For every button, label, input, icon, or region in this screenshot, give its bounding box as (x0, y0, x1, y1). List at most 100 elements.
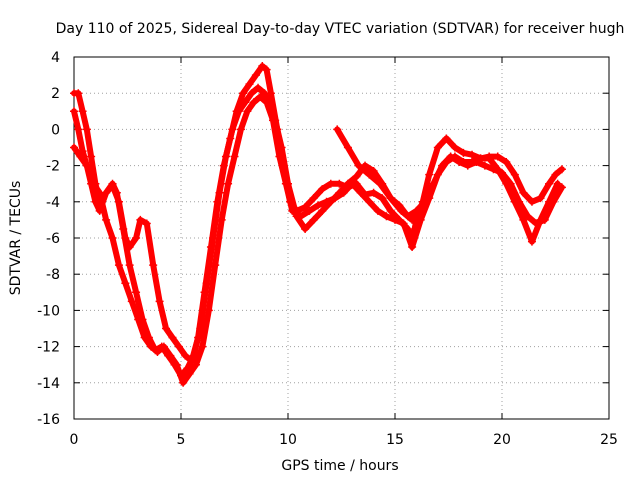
data-point (241, 98, 250, 107)
grid-lines (74, 57, 609, 419)
data-point (309, 215, 318, 224)
chart-title: Day 110 of 2025, Sidereal Day-to-day VTE… (56, 21, 625, 37)
x-tick-label: 10 (279, 432, 297, 448)
data-point (168, 333, 177, 342)
data-point (476, 154, 485, 163)
y-tick-label: 2 (51, 86, 60, 102)
data-point (159, 342, 168, 351)
data-point (322, 197, 331, 206)
y-tick-label: -4 (46, 195, 60, 211)
data-point (318, 185, 327, 194)
data-point (557, 165, 566, 174)
data-point (502, 157, 511, 166)
data-point (318, 206, 327, 215)
data-point (236, 125, 245, 134)
y-tick-label: -16 (37, 412, 60, 428)
data-point (502, 179, 511, 188)
data-point (181, 351, 190, 360)
data-point (335, 179, 344, 188)
data-point (365, 197, 374, 206)
data-point (288, 206, 297, 215)
x-tick-label: 20 (493, 432, 511, 448)
data-point (296, 212, 305, 221)
data-point (147, 342, 156, 351)
data-point (459, 157, 468, 166)
data-point (82, 161, 91, 170)
x-tick-label: 0 (70, 432, 79, 448)
data-point (209, 234, 218, 242)
data-point (399, 219, 408, 228)
y-axis-label: SDTVAR / TECUs (8, 181, 24, 296)
data-point (348, 179, 357, 188)
data-point (89, 179, 98, 188)
data-point (95, 188, 104, 197)
data-point (301, 203, 310, 212)
x-axis-label: GPS time / hours (281, 458, 398, 474)
data-point (408, 243, 417, 252)
data-point (224, 179, 233, 188)
data-point (74, 89, 83, 98)
data-point (185, 369, 194, 378)
data-point (519, 215, 528, 224)
data-point (343, 143, 352, 152)
data-point (365, 170, 374, 179)
data-point (480, 161, 489, 170)
data-point (397, 206, 406, 215)
data-point (245, 80, 254, 89)
data-point (354, 161, 363, 170)
data-point (333, 125, 342, 134)
data-point (149, 261, 158, 270)
x-tick-label: 15 (386, 432, 404, 448)
data-series (70, 62, 566, 387)
data-point (442, 134, 451, 143)
data-point (247, 89, 256, 98)
data-point (459, 148, 468, 157)
y-tick-label: 0 (51, 122, 60, 138)
data-point (305, 206, 314, 215)
y-tick-label: -12 (37, 340, 60, 356)
data-point (450, 143, 459, 152)
y-tick-label: 4 (51, 50, 60, 66)
data-point (239, 89, 248, 98)
data-point (76, 152, 85, 161)
data-point (102, 215, 111, 224)
data-point (215, 188, 224, 197)
data-point (301, 224, 310, 233)
data-point (378, 194, 387, 203)
data-point (433, 143, 442, 152)
data-point (211, 261, 220, 270)
data-point (510, 170, 519, 179)
data-point (391, 215, 399, 224)
data-point (140, 333, 149, 342)
data-point (468, 150, 477, 159)
series-trace-3 (70, 92, 562, 387)
data-point (352, 172, 361, 181)
data-point (228, 125, 237, 134)
data-point (254, 83, 263, 92)
data-point (536, 194, 545, 203)
data-point (262, 98, 271, 107)
data-point (153, 348, 162, 357)
data-point (281, 179, 290, 188)
data-point (217, 215, 226, 224)
data-point (373, 206, 382, 215)
data-point (142, 219, 151, 228)
data-point (369, 188, 378, 197)
data-point (418, 201, 427, 210)
data-point (179, 378, 188, 387)
data-point (551, 170, 560, 179)
data-point (108, 234, 117, 242)
data-point (450, 152, 459, 161)
data-point (174, 342, 183, 351)
data-point (155, 297, 164, 306)
data-point (523, 212, 532, 221)
data-point (545, 197, 554, 206)
data-point (485, 154, 494, 163)
data-point (127, 297, 136, 306)
x-tick-label: 25 (600, 432, 618, 448)
data-point (132, 288, 141, 297)
data-point (166, 351, 175, 360)
data-point (82, 125, 91, 134)
y-tick-label: -2 (46, 159, 60, 175)
